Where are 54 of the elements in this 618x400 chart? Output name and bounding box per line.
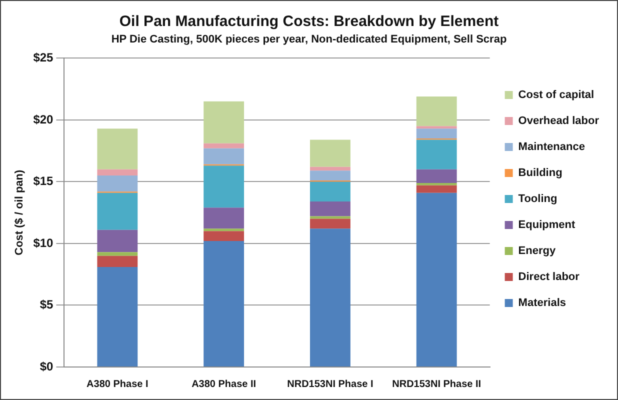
bar [97,256,138,267]
bar [97,128,138,170]
y-axis-title: Cost ($ / oil pan) [14,169,26,256]
bar [310,218,350,229]
chart-title: Oil Pan Manufacturing Costs: Breakdown by Element [119,13,499,30]
legend-label: Cost of capital [518,89,594,102]
bar [204,228,244,232]
bar [416,140,457,170]
y-tick-label: $25 [33,50,54,65]
bar [310,201,350,216]
bar [204,101,244,144]
bar [310,228,350,366]
y-tick-label: $20 [33,112,54,126]
bar [416,182,457,186]
bar [97,230,138,252]
bar [310,216,350,219]
bar [416,96,457,126]
bar [310,140,350,167]
bar [204,148,244,164]
bar [97,192,138,230]
bar [416,185,457,193]
y-tick-label: $10 [33,236,54,250]
bar [416,169,457,183]
legend-label: Equipment [518,219,576,232]
bar [310,182,350,202]
bar [204,143,244,148]
bar [204,241,244,366]
bar [97,252,138,256]
legend-label: Direct labor [518,271,580,284]
x-tick-label: A380 Phase I [86,378,148,390]
legend-label: Energy [518,245,556,258]
bar [97,169,138,176]
legend-label: Tooling [518,193,558,206]
y-tick-label: $15 [33,174,54,188]
y-tick-label: $0 [40,359,54,374]
bar [416,192,457,366]
bar [310,170,350,180]
x-tick-label: NRD153NI Phase II [392,378,482,390]
bar [416,126,457,129]
bar [204,208,244,229]
bar [97,266,138,366]
x-tick-label: A380 Phase II [192,378,256,390]
bar [416,128,457,138]
legend-label: Building [518,167,562,180]
bar [310,166,350,171]
chart-subtitle: HP Die Casting, 500K pieces per year, Non-dedicated Equipment, Sell Scrap [111,34,507,46]
legend-label: Materials [518,297,566,310]
bar [97,176,138,192]
bar [204,231,244,242]
y-tick-label: $5 [40,298,54,312]
x-tick-label: NRD153NI Phase I [287,378,374,390]
bar [204,166,244,208]
legend-label: Overhead labor [518,115,600,128]
legend-label: Maintenance [518,141,585,154]
